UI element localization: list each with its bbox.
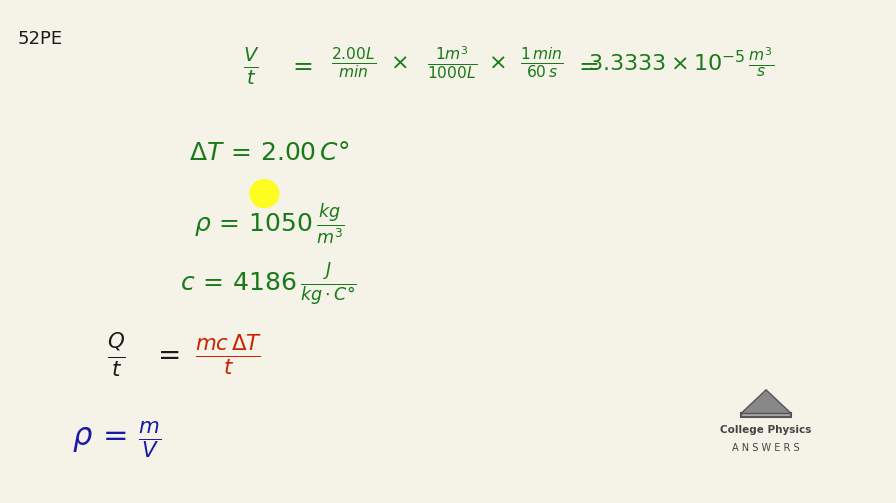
Text: $=$: $=$: [288, 53, 313, 77]
Text: $\frac{1\,min}{60\,s}$: $\frac{1\,min}{60\,s}$: [521, 45, 564, 80]
Text: $\frac{Q}{t}$: $\frac{Q}{t}$: [108, 332, 125, 380]
Text: $3.3333\times10^{-5}\,\frac{m^3}{s}$: $3.3333\times10^{-5}\,\frac{m^3}{s}$: [588, 45, 774, 78]
Text: $\times$: $\times$: [488, 53, 506, 73]
Polygon shape: [741, 390, 791, 413]
Text: $c\,=\,4186\,\frac{J}{kg\cdot C°}$: $c\,=\,4186\,\frac{J}{kg\cdot C°}$: [180, 262, 358, 308]
Text: $\times$: $\times$: [390, 53, 408, 73]
Text: $\frac{1m^3}{1000L}$: $\frac{1m^3}{1000L}$: [427, 45, 478, 81]
Text: $\rho\,=\,1050\,\frac{kg}{m^3}$: $\rho\,=\,1050\,\frac{kg}{m^3}$: [194, 201, 344, 247]
Text: $\Delta T\,=\,2.00\,C°$: $\Delta T\,=\,2.00\,C°$: [188, 141, 349, 165]
Text: $\frac{2.00L}{min}$: $\frac{2.00L}{min}$: [332, 45, 376, 80]
Text: 52PE: 52PE: [18, 30, 63, 48]
Text: $\frac{V}{t}$: $\frac{V}{t}$: [243, 45, 259, 87]
Text: $\rho\,=\,\frac{m}{V}$: $\rho\,=\,\frac{m}{V}$: [72, 420, 161, 461]
Text: College Physics: College Physics: [720, 425, 812, 435]
Text: $\frac{mc\,\Delta T}{t}$: $\frac{mc\,\Delta T}{t}$: [195, 332, 262, 378]
Text: A N S W E R S: A N S W E R S: [732, 443, 800, 453]
Text: $=$: $=$: [574, 53, 599, 77]
Text: $=$: $=$: [151, 340, 180, 368]
Ellipse shape: [250, 180, 279, 208]
FancyBboxPatch shape: [741, 413, 791, 417]
